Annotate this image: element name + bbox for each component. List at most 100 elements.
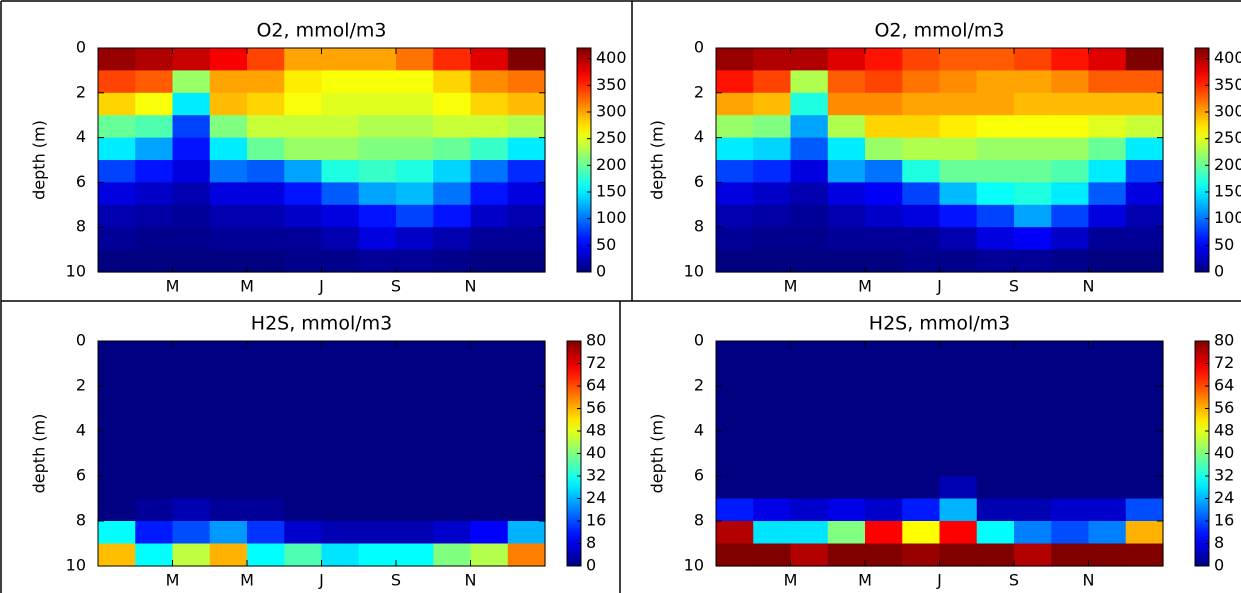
heat-cell (470, 408, 509, 432)
heat-cell (939, 476, 978, 500)
heat-cell (135, 137, 174, 161)
heat-cell (827, 498, 866, 522)
heat-cell (284, 182, 323, 206)
heat-cell (902, 521, 941, 545)
heat-cell (1051, 408, 1090, 432)
y-tick-label: 4 (694, 127, 704, 146)
heat-cell (358, 498, 397, 522)
y-axis-label: depth (m) (648, 414, 667, 494)
heat-cell (976, 92, 1015, 116)
heat-cell (902, 204, 941, 228)
heat-cell (976, 521, 1015, 545)
heat-cell (1051, 92, 1090, 116)
heat-cell (1014, 408, 1052, 432)
colorbar-tick-label: 100 (596, 208, 627, 227)
heat-cell (98, 249, 136, 273)
y-tick-label: 8 (694, 217, 704, 236)
y-tick-label: 0 (694, 38, 704, 57)
heat-cell (135, 453, 174, 477)
y-tick-label: 8 (694, 511, 704, 530)
heat-cell (1051, 341, 1090, 365)
colorbar-tick-label: 150 (1214, 182, 1241, 201)
heat-cell (1051, 498, 1090, 522)
heat-cell (433, 204, 472, 228)
x-tick-label: N (1083, 571, 1095, 590)
heat-cell (247, 48, 285, 71)
heat-cell (865, 115, 903, 139)
panel-title: H2S, mmol/m3 (869, 313, 1010, 335)
heat-cell (433, 498, 472, 522)
colorbar-tick-label: 300 (596, 102, 627, 121)
y-tick-label: 10 (66, 556, 86, 575)
heat-cell (753, 453, 792, 477)
heat-cell (358, 115, 397, 139)
heat-cell (1125, 48, 1164, 71)
heat-cell (209, 386, 248, 410)
heat-cell (507, 498, 546, 522)
y-tick-label: 0 (76, 331, 86, 350)
colorbar-tick-label: 80 (586, 331, 606, 350)
heat-cell (284, 48, 323, 71)
heat-cell (790, 341, 829, 365)
y-tick-label: 2 (76, 82, 86, 101)
heat-cell (247, 476, 285, 500)
heat-cell (790, 182, 829, 206)
x-tick-label: M (858, 277, 872, 296)
y-tick-label: 2 (694, 376, 704, 395)
heat-cell (358, 386, 397, 410)
heat-cell (1125, 204, 1164, 228)
heat-cell (135, 476, 174, 500)
heat-cell (358, 160, 397, 183)
heat-cell (902, 160, 941, 183)
heat-cell (790, 70, 829, 94)
heat-cell (284, 386, 323, 410)
heat-cell (976, 498, 1015, 522)
x-tick-label: S (391, 571, 401, 590)
colorbar-tick-label: 400 (1214, 48, 1241, 67)
heat-cell (284, 521, 323, 545)
heat-cell (358, 70, 397, 94)
heat-cell (358, 521, 397, 545)
heat-cell (976, 408, 1015, 432)
heat-cell (753, 249, 792, 273)
heat-cell (507, 137, 546, 161)
colorbar-tick-label: 24 (1214, 488, 1234, 507)
heat-cell (321, 431, 360, 455)
x-tick-label: M (784, 571, 798, 590)
heat-cell (790, 115, 829, 139)
heat-cell (939, 115, 978, 139)
heat-cell (865, 182, 903, 206)
heat-cell (902, 498, 941, 522)
heat-cell (1125, 498, 1164, 522)
heat-cell (1014, 341, 1052, 365)
colorbar-tick-label: 0 (596, 262, 606, 281)
heat-cell (284, 341, 323, 365)
heat-cell (753, 182, 792, 206)
heat-cell (976, 249, 1015, 273)
heat-cell (172, 476, 211, 500)
heat-cell (396, 341, 434, 365)
heat-cell (321, 160, 360, 183)
heat-cell (247, 521, 285, 545)
heat-cell (1125, 521, 1164, 545)
heat-cell (358, 476, 397, 500)
heat-cell (135, 408, 174, 432)
heat-cell (753, 160, 792, 183)
y-tick-label: 10 (66, 262, 86, 281)
heat-cell (827, 363, 866, 387)
heat-cell (135, 92, 174, 116)
heat-cell (865, 453, 903, 477)
y-axis-label: depth (m) (648, 120, 667, 200)
heat-cell (172, 182, 211, 206)
heat-cell (396, 227, 434, 251)
heat-cell (470, 363, 509, 387)
heat-cell (433, 476, 472, 500)
heat-cell (1125, 160, 1164, 183)
heat-cell (209, 341, 248, 365)
heat-cell (433, 249, 472, 273)
heat-cell (247, 115, 285, 139)
heat-cell (976, 160, 1015, 183)
